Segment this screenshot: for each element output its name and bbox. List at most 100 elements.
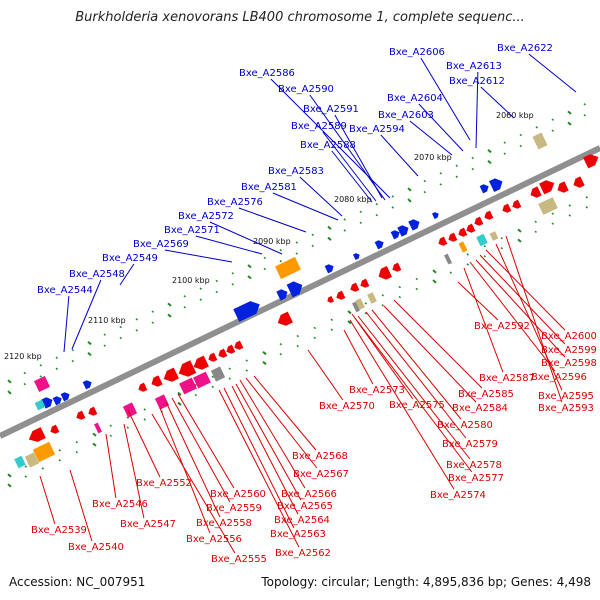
tick-mark [347,310,352,315]
gene-label: Bxe_A2585 [458,389,514,400]
red-gene-arrow [530,186,542,198]
tick-mark [126,426,129,429]
gene-label: Bxe_A2599 [541,345,597,356]
tick-mark [415,277,418,281]
tick-mark [183,295,186,298]
tick-mark [330,328,333,331]
gene-label: Bxe_A2569 [133,239,189,250]
leader-line [231,385,299,515]
red-gene-arrow [28,427,46,442]
gray-gene-box [210,366,226,382]
tick-mark [327,225,332,230]
leader-line [479,254,566,345]
gene-label: Bxe_A2589 [291,121,347,132]
gene-label: Bxe_A2549 [102,253,158,264]
tick-mark [439,183,442,186]
red-gene-arrow [226,344,236,354]
leader-line [383,305,477,403]
tick-mark [103,333,106,336]
kbp-label: 2060 kbp [496,111,534,120]
tick-mark [568,214,571,217]
red-gene-arrow [392,262,402,272]
leader-line [307,349,344,401]
gene-label: Bxe_A2622 [497,43,553,54]
tick-mark [295,252,298,255]
magenta-gene-box [193,371,211,389]
gene-label: Bxe_A2576 [207,197,263,208]
leader-line [238,207,307,233]
tick-mark [330,318,333,321]
tick-mark [228,377,231,380]
gene-label: Bxe_A2591 [303,104,359,115]
tick-mark [41,467,44,470]
tick-mark [391,195,394,198]
tick-mark [55,367,58,370]
tick-mark [177,391,182,396]
tick-mark [87,340,92,346]
tick-mark [535,126,538,129]
tick-mark [364,302,367,305]
leader-line [272,192,339,221]
red-gene-arrow [336,290,346,300]
tick-mark [231,283,234,286]
gene-label: Bxe_A2598 [541,358,597,369]
leader-line [354,317,473,473]
leader-line [165,401,221,518]
tick-mark [167,302,172,307]
magenta-gene-box [94,422,102,434]
tick-mark [75,450,78,454]
gene-label: Bxe_A2606 [389,47,445,58]
leader-line [322,131,377,202]
tick-mark [263,256,266,260]
gene-label: Bxe_A2566 [281,489,337,500]
leader-line [195,235,263,255]
leader-line [309,94,386,201]
gene-label: Bxe_A2556 [186,534,242,545]
gene-label: Bxe_A2613 [446,61,502,72]
tick-mark [500,246,503,250]
leader-line [475,259,566,358]
red-gene-arrow [583,154,599,169]
tick-mark [247,275,252,280]
tick-mark [215,279,218,283]
leader-line [505,235,563,403]
tick-mark [343,229,346,232]
blue-gene-arrow [276,289,288,301]
leader-line [218,389,300,548]
gene-label: Bxe_A2596 [531,372,587,383]
red-gene-arrow [208,352,218,362]
gene-label: Bxe_A2546 [92,499,148,510]
tick-mark [503,141,506,144]
tick-mark [7,390,12,395]
kbp-ruler: 2060 kbp 2070 kbp 2080 kbp 2090 kbp 2100 kbp… [4,111,534,361]
blue-gene-arrow [390,230,400,240]
accession-text: Accession: NC_007951 [9,575,146,589]
tick-mark [551,129,554,132]
red-gene-arrow [138,382,148,392]
tick-mark [279,249,282,252]
khaki-gene-box [538,197,558,215]
red-gene-arrow [512,199,522,209]
khaki-gene-box [355,298,365,310]
genome-summary-text: Topology: circular; Length: 4,895,836 bp… [261,575,591,589]
blue-gene-arrow [324,264,334,274]
tick-mark [24,465,27,468]
leader-line [349,319,455,490]
gene-label: Bxe_A2562 [275,548,331,559]
kbp-label: 2070 kbp [414,153,452,162]
tick-mark [151,310,154,313]
gene-label: Bxe_A2587 [479,373,535,384]
leader-line [253,375,317,451]
leader-line [469,261,556,372]
tick-mark [364,312,367,315]
red-gene-arrow [151,375,163,387]
red-gene-arrow [484,210,494,220]
khaki-gene-box [532,132,548,150]
gene-label: Bxe_A2594 [349,124,405,135]
tick-mark [215,290,218,294]
gene-label: Bxe_A2579 [442,439,498,450]
tick-mark [381,304,384,307]
tick-mark [583,114,586,117]
tick-mark [568,204,571,207]
